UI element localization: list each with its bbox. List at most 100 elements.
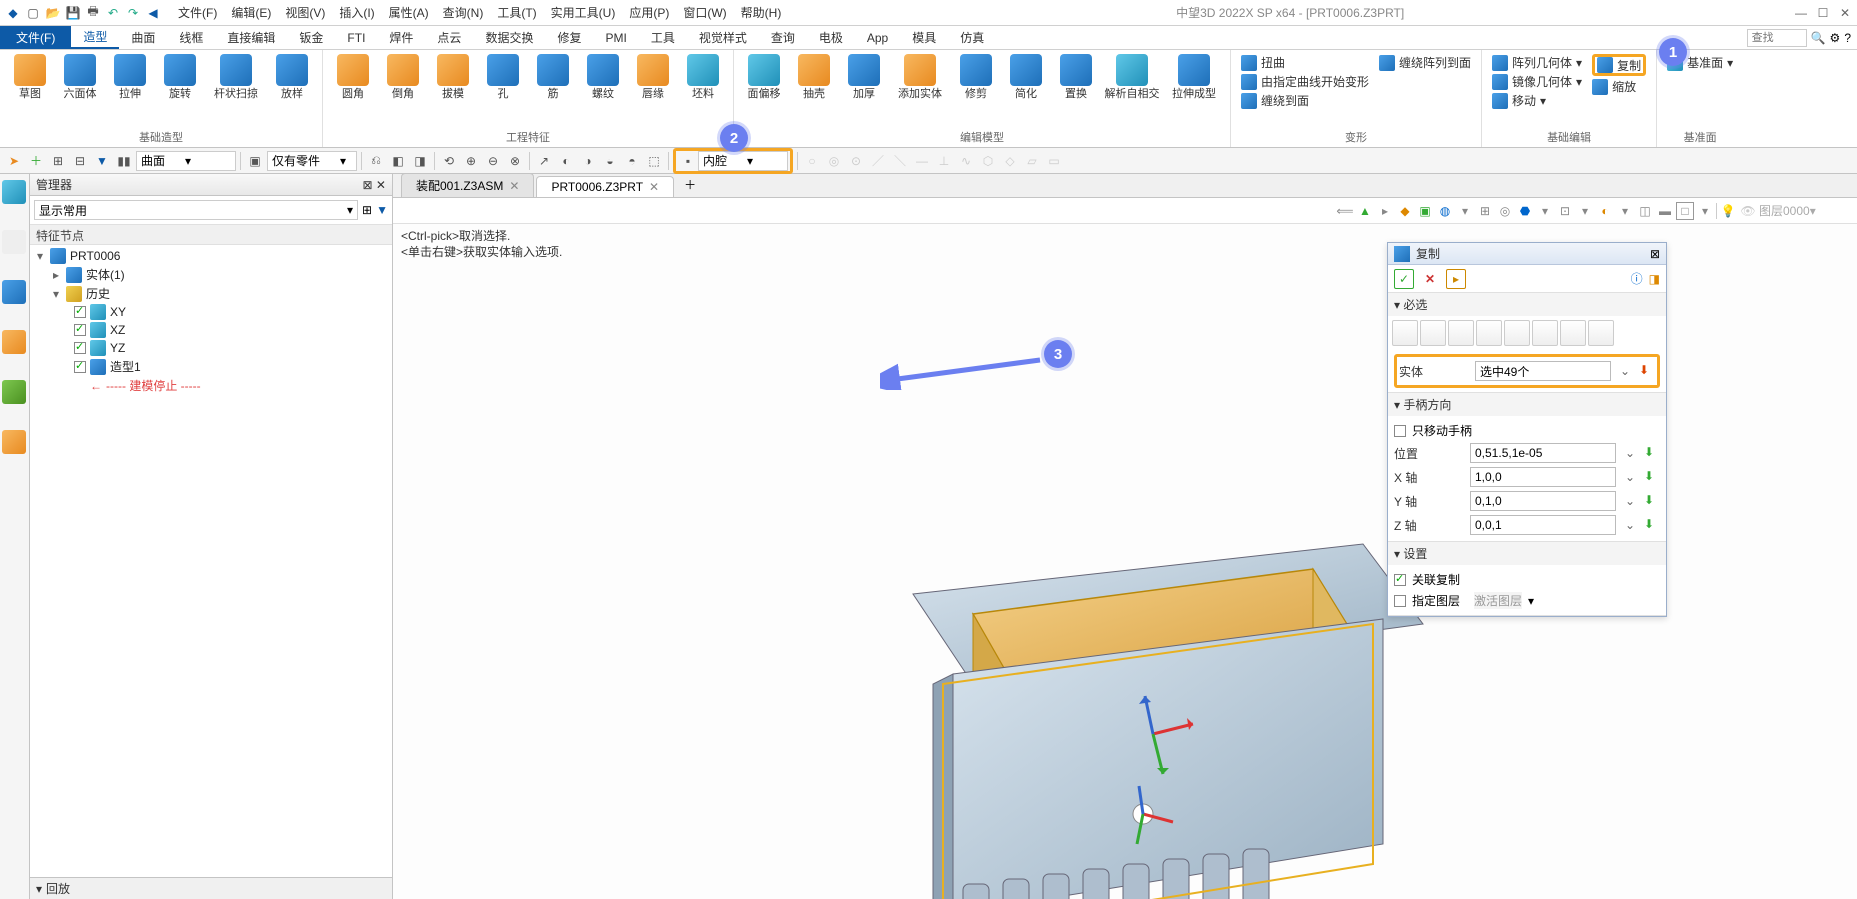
doc-tab[interactable]: 装配001.Z3ASM✕: [401, 173, 534, 197]
vt-1[interactable]: ⟸: [1336, 202, 1354, 220]
tb-sq[interactable]: ▣: [245, 151, 265, 171]
vt-17[interactable]: ▬: [1656, 202, 1674, 220]
tb-c1[interactable]: ↗: [534, 151, 554, 171]
btn-hole[interactable]: 孔: [479, 52, 527, 102]
panel-close-icon[interactable]: ⊠: [1650, 247, 1660, 261]
tab-visual[interactable]: 视觉样式: [687, 26, 759, 49]
btn-thread[interactable]: 螺纹: [579, 52, 627, 102]
tree-node[interactable]: YZ: [30, 339, 392, 357]
tb-grid2[interactable]: ⊟: [70, 151, 90, 171]
combo-partonly[interactable]: 仅有零件▾: [267, 151, 357, 171]
menu-util[interactable]: 实用工具(U): [545, 2, 622, 23]
open-icon[interactable]: 📂: [44, 4, 62, 22]
sidetab-6[interactable]: [2, 430, 26, 454]
tree-node[interactable]: ▾历史: [30, 284, 392, 303]
btn-pattern[interactable]: 阵列几何体 ▾: [1492, 54, 1582, 71]
sidetab-4[interactable]: [2, 330, 26, 354]
sidetab-5[interactable]: [2, 380, 26, 404]
tree-node[interactable]: 造型1: [30, 357, 392, 376]
tab-wireframe[interactable]: 线框: [167, 26, 215, 49]
vt-2[interactable]: ▲: [1356, 202, 1374, 220]
tb-b2[interactable]: ⊕: [461, 151, 481, 171]
manager-close-icon[interactable]: ⊠ ✕: [363, 178, 386, 192]
tab-close-icon[interactable]: ✕: [509, 179, 519, 193]
btn-simplify[interactable]: 简化: [1002, 52, 1050, 102]
tb-d3[interactable]: ⊙: [846, 151, 866, 171]
btn-scale[interactable]: 缩放: [1592, 78, 1646, 95]
btn-lip[interactable]: 唇缘: [629, 52, 677, 102]
vt-6[interactable]: ◍: [1436, 202, 1454, 220]
vt-19[interactable]: ▾: [1696, 202, 1714, 220]
mode-4[interactable]: [1476, 320, 1502, 346]
search-input[interactable]: [1747, 29, 1807, 47]
vt-14[interactable]: ◐: [1596, 202, 1614, 220]
tb-filter-sq[interactable]: ▪: [678, 151, 698, 171]
mode-3[interactable]: [1448, 320, 1474, 346]
menu-edit[interactable]: 编辑(E): [225, 2, 277, 23]
layer-combo[interactable]: 图层0000▾: [1759, 202, 1849, 219]
tab-sim[interactable]: 仿真: [948, 26, 996, 49]
file-tab[interactable]: 文件(F): [0, 26, 71, 49]
x-input[interactable]: 1,0,0: [1470, 467, 1616, 487]
tab-weld[interactable]: 焊件: [377, 26, 425, 49]
btn-chamfer[interactable]: 倒角: [379, 52, 427, 102]
tree-filter-icon[interactable]: ▼: [376, 203, 388, 217]
tb-d9[interactable]: ⬡: [978, 151, 998, 171]
section-handle-header[interactable]: ▾ 手柄方向: [1388, 393, 1666, 416]
vt-5[interactable]: ▣: [1416, 202, 1434, 220]
mode-6[interactable]: [1532, 320, 1558, 346]
spec-layer-row[interactable]: 指定图层 激活图层▾: [1394, 590, 1660, 611]
tb-bars[interactable]: ▮▮: [114, 151, 134, 171]
mode-8[interactable]: [1588, 320, 1614, 346]
menu-window[interactable]: 窗口(W): [677, 2, 732, 23]
section-settings-header[interactable]: ▾ 设置: [1388, 542, 1666, 565]
sidetab-3[interactable]: [2, 280, 26, 304]
tb-c4[interactable]: ◒: [600, 151, 620, 171]
btn-box[interactable]: 六面体: [56, 52, 104, 102]
tb-d10[interactable]: ◇: [1000, 151, 1020, 171]
btn-extrude[interactable]: 拉伸: [106, 52, 154, 102]
new-icon[interactable]: ▢: [24, 4, 42, 22]
vt-18[interactable]: □: [1676, 202, 1694, 220]
y-input[interactable]: 0,1,0: [1470, 491, 1616, 511]
save-icon[interactable]: 💾: [64, 4, 82, 22]
expand-icon[interactable]: ◨: [1649, 272, 1660, 286]
btn-extrudeform[interactable]: 拉伸成型: [1164, 52, 1224, 102]
tb-d2[interactable]: ◎: [824, 151, 844, 171]
minimize-icon[interactable]: —: [1793, 5, 1809, 21]
info-icon[interactable]: ⓘ: [1631, 270, 1643, 287]
tab-tools[interactable]: 工具: [639, 26, 687, 49]
btn-wraparray[interactable]: 缠绕阵列到面: [1379, 54, 1471, 71]
vt-13[interactable]: ▾: [1576, 202, 1594, 220]
vt-7[interactable]: ▾: [1456, 202, 1474, 220]
apply-button[interactable]: ▸: [1446, 269, 1466, 289]
btn-copy[interactable]: 复制: [1597, 57, 1641, 74]
btn-sweep[interactable]: 杆状扫掠: [206, 52, 266, 102]
tb-c5[interactable]: ◓: [622, 151, 642, 171]
tb-b4[interactable]: ⊗: [505, 151, 525, 171]
tab-fti[interactable]: FTI: [335, 26, 377, 49]
tb-c3[interactable]: ◑: [578, 151, 598, 171]
tab-exchange[interactable]: 数据交换: [473, 26, 545, 49]
vt-eye-icon[interactable]: 👁: [1739, 202, 1757, 220]
tree-root[interactable]: ▾PRT0006: [30, 247, 392, 265]
mode-1[interactable]: [1392, 320, 1418, 346]
redo-icon[interactable]: ↷: [124, 4, 142, 22]
vt-bulb-icon[interactable]: 💡: [1719, 202, 1737, 220]
tab-mold[interactable]: 模具: [900, 26, 948, 49]
tb-d12[interactable]: ▭: [1044, 151, 1064, 171]
tb-a1[interactable]: ⎌: [366, 151, 386, 171]
z-input[interactable]: 0,0,1: [1470, 515, 1616, 535]
tab-inquiry[interactable]: 查询: [759, 26, 807, 49]
tree-node[interactable]: XY: [30, 303, 392, 321]
tb-d8[interactable]: ∿: [956, 151, 976, 171]
combo-cavity[interactable]: 内腔▾: [698, 151, 788, 171]
tb-d7[interactable]: ⊥: [934, 151, 954, 171]
sidetab-1[interactable]: [2, 180, 26, 204]
menu-app[interactable]: 应用(P): [623, 2, 675, 23]
tb-b3[interactable]: ⊖: [483, 151, 503, 171]
btn-replace[interactable]: 置换: [1052, 52, 1100, 102]
handle-only-row[interactable]: 只移动手柄: [1394, 420, 1660, 441]
tb-d4[interactable]: ／: [868, 151, 888, 171]
entity-pick-icon[interactable]: ⬇: [1639, 363, 1655, 379]
